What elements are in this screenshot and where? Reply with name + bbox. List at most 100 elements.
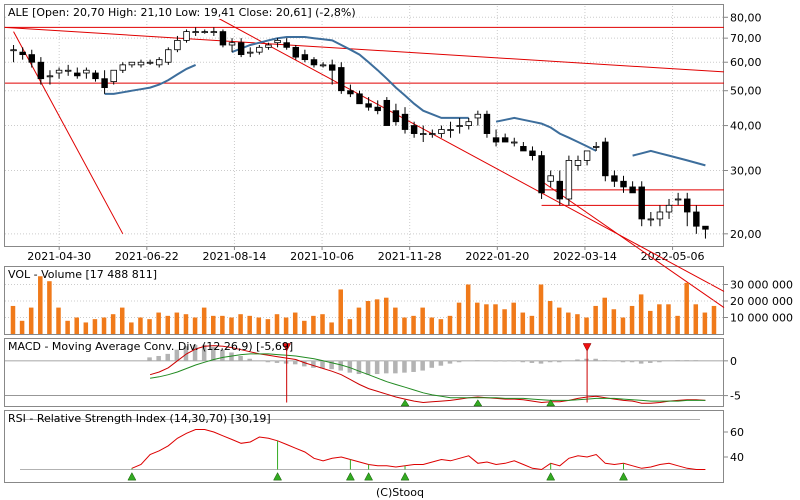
volume-grid: 10 000 000 20 000 000 30 000 000 — [5, 279, 793, 325]
volume-panel-frame — [4, 266, 724, 335]
channel-line — [195, 5, 725, 292]
price-title: ALE [Open: 20,70 High: 21,10 Low: 19,41 … — [8, 6, 356, 19]
macd-histogram-bar — [693, 360, 699, 361]
macd-histogram-bar — [338, 360, 343, 371]
macd-histogram-bar — [475, 360, 480, 361]
macd-histogram-bar — [220, 349, 225, 361]
candle-body — [602, 141, 609, 177]
candle-body — [347, 90, 354, 95]
candle-body — [256, 46, 263, 53]
macd-histogram-bar — [147, 357, 152, 361]
volume-bar — [456, 302, 462, 334]
volume-bar — [538, 284, 544, 334]
volume-bar — [329, 322, 334, 334]
moving-average-segment — [104, 63, 197, 95]
macd-histogram-bar — [538, 360, 544, 364]
macd-histogram-bar — [675, 360, 680, 361]
volume-bar — [566, 312, 571, 334]
volume-bar — [675, 315, 680, 334]
macd-histogram-bar — [520, 360, 526, 363]
macd-histogram-bar — [584, 358, 589, 361]
volume-title: VOL - Volume [17 488 811] — [8, 268, 157, 281]
candle-body — [137, 61, 145, 66]
price-title-bg — [6, 5, 327, 19]
candle-body — [155, 59, 163, 66]
rsi-buy-marker — [273, 472, 282, 481]
macd-histogram-bar — [356, 360, 362, 375]
macd-histogram — [147, 344, 699, 375]
rsi-grid: 40 60 — [20, 419, 744, 470]
candle-body — [37, 61, 45, 80]
moving-average — [104, 36, 706, 167]
volume-bar — [338, 289, 343, 334]
candle-body — [456, 125, 463, 127]
candle-body — [438, 129, 445, 134]
volume-bar — [693, 304, 699, 334]
volume-bar — [638, 294, 644, 334]
macd-histogram-bar — [229, 352, 234, 361]
candle-body — [474, 113, 482, 119]
candle-body — [656, 211, 664, 220]
volume-bar — [56, 307, 61, 334]
volume-bar — [147, 319, 152, 334]
candle-body — [19, 51, 26, 56]
candle-body — [274, 39, 281, 44]
volume-bar — [256, 317, 262, 334]
candle-body — [228, 42, 236, 46]
candle-body — [46, 75, 54, 78]
price-axis: 20,00 30,00 40,00 50,00 60,00 70,00 80,00 — [724, 11, 762, 241]
candle-body — [55, 69, 63, 74]
macd-histogram-bar — [329, 360, 334, 370]
macd-histogram-bar — [247, 358, 252, 361]
candle-body — [392, 110, 400, 123]
date-tick-label: 2021-11-28 — [378, 250, 442, 263]
macd-histogram-bar — [629, 360, 635, 363]
volume-bar — [620, 317, 626, 334]
price-tick-label: 60,00 — [730, 56, 762, 69]
volume-bar — [156, 312, 161, 334]
volume-bar — [183, 314, 189, 334]
price-panel-frame — [4, 4, 724, 247]
date-tick-label: 2021-06-22 — [115, 250, 179, 263]
candle-body — [210, 31, 218, 33]
volume-bar — [666, 304, 671, 334]
rsi-lines — [131, 429, 706, 471]
macd-histogram-bar — [575, 359, 580, 361]
volume-bar — [311, 315, 316, 334]
macd-histogram-bar — [493, 360, 498, 362]
macd-histogram-bar — [156, 355, 161, 361]
price-grid — [5, 6, 724, 246]
candle-body — [83, 69, 90, 74]
candle-body — [74, 72, 81, 77]
candle-body — [365, 103, 372, 108]
candle-body — [10, 49, 17, 52]
candle-body — [620, 180, 627, 188]
macd-panel-frame — [4, 338, 724, 407]
macd-histogram-bar — [283, 360, 289, 364]
price-tick-label: 20,00 — [730, 228, 762, 241]
candle-body — [420, 133, 427, 135]
rsi-buy-marker — [619, 472, 628, 481]
date-tick-label: 2021-08-14 — [202, 250, 266, 263]
volume-bar — [447, 315, 453, 334]
macd-histogram-bar — [192, 344, 198, 361]
candle-body — [702, 225, 709, 230]
macd-title: MACD - Moving Average Conv. Div. (12,26,… — [8, 340, 293, 353]
candle-body — [374, 106, 381, 112]
volume-bar — [129, 322, 134, 334]
volume-bar — [702, 312, 708, 334]
macd-histogram-bar — [165, 353, 171, 361]
candle-body — [219, 31, 227, 46]
macd-histogram-bar — [311, 360, 316, 368]
candle-body — [556, 180, 564, 200]
volume-bar — [711, 305, 717, 334]
macd-buy-marker — [546, 399, 556, 407]
volume-bar — [292, 312, 298, 334]
volume-bar — [119, 307, 125, 334]
macd-histogram-bar — [447, 360, 453, 364]
candle-body — [465, 121, 472, 126]
rsi-buy-marker — [546, 472, 556, 481]
candle-body — [64, 69, 72, 72]
macd-histogram-bar — [183, 346, 189, 361]
macd-histogram-bar — [556, 360, 562, 363]
